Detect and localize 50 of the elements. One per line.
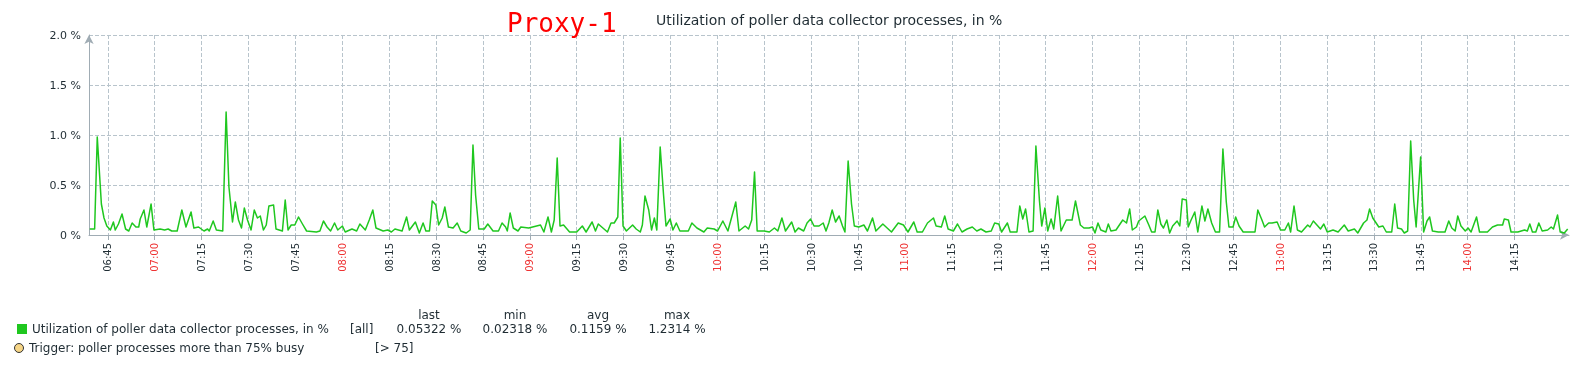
x-tick-label: 10:30: [805, 243, 817, 272]
text: Trigger: poller processes more than 75% busy: [29, 341, 305, 355]
x-tick-label: 07:45: [289, 243, 301, 272]
x-tick-label: 09:30: [618, 243, 630, 272]
y-tick-label: 1.0 %: [49, 128, 81, 142]
x-tick-label: 09:45: [665, 243, 676, 272]
x-tick-label: 09:15: [571, 243, 583, 272]
x-tick-label: 06:45: [102, 243, 114, 272]
x-tick-label: 11:00: [899, 243, 911, 272]
x-tick-label: 11:30: [993, 243, 1005, 272]
text: min: [503, 308, 527, 322]
x-tick-label: 12:15: [1133, 243, 1145, 272]
x-tick-label: 13:45: [1415, 243, 1427, 272]
text: 0.1159 %: [569, 322, 627, 336]
annotation: Proxy-1: [507, 8, 617, 38]
text: 0.05322 %: [396, 322, 462, 336]
x-tick-label: 08:00: [336, 243, 348, 272]
x-tick-label: 12:45: [1227, 243, 1239, 272]
x-tick-label: 14:15: [1509, 243, 1521, 272]
text: 0.02318 %: [482, 322, 548, 336]
x-tick-label: 07:15: [196, 243, 208, 272]
x-tick-label: 07:30: [242, 243, 254, 272]
x-tick-label: 11:45: [1040, 243, 1052, 272]
x-tick-label: 13:30: [1368, 243, 1380, 272]
x-tick-label: 07:00: [149, 243, 161, 272]
x-tick-label: 12:00: [1087, 243, 1099, 272]
x-tick-label: 08:45: [477, 243, 489, 272]
legend-label: Utilization of poller data collector processes, in %: [32, 322, 329, 336]
text: max: [663, 308, 691, 322]
x-tick-label: 10:15: [758, 243, 770, 272]
x-tick-label: 10:00: [711, 243, 723, 272]
x-tick-label: 09:00: [524, 243, 536, 272]
text: avg: [586, 308, 610, 322]
y-tick-label: 1.5 %: [49, 78, 81, 92]
text: [all]: [350, 322, 374, 336]
text: [> 75]: [375, 341, 414, 355]
x-tick-label: 14:00: [1462, 243, 1474, 272]
text: 1.2314 %: [648, 322, 706, 336]
text: last: [418, 308, 440, 322]
chart-title: Utilization of poller data collector processes, in %: [656, 12, 1003, 28]
x-tick-label: 12:30: [1180, 243, 1192, 272]
y-tick-label: 2.0 %: [49, 28, 81, 42]
x-tick-label: 13:00: [1274, 243, 1286, 272]
y-tick-label: 0 %: [60, 228, 81, 242]
x-tick-label: 08:15: [383, 243, 395, 272]
x-tick-label: 11:15: [946, 243, 958, 272]
y-tick-label: 0.5 %: [49, 178, 81, 192]
x-tick-label: 08:30: [430, 243, 442, 272]
x-tick-label: 13:15: [1321, 243, 1333, 272]
x-tick-label: 10:45: [852, 243, 864, 272]
